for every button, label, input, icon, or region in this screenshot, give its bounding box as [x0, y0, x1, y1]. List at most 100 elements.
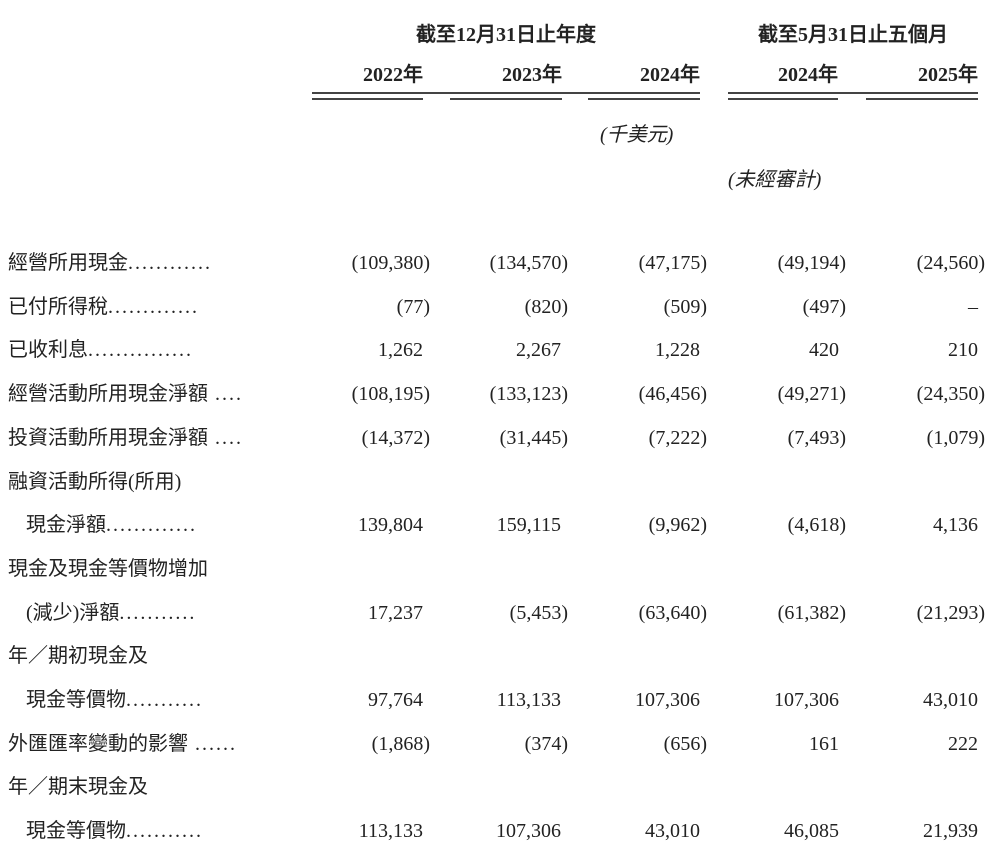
table-row: 已付所得稅............. (77) (820) (509) (497) – — [0, 292, 1000, 322]
cell-value: (63,640) — [638, 601, 707, 624]
cell-value: (31,445) — [499, 426, 568, 449]
row-label-text: 已付所得稅 — [8, 295, 108, 318]
cell-value: (134,570) — [489, 252, 568, 274]
leader-dots: ............. — [106, 514, 197, 537]
cell-value: (21,293) — [916, 601, 985, 624]
row-label-text: 已收利息 — [8, 339, 88, 362]
row-label-text: 現金淨額 — [26, 514, 106, 537]
leader-dots: ............ — [128, 252, 212, 274]
row-label: 已付所得稅............. — [8, 292, 199, 322]
leader-dots: ............... — [88, 339, 193, 362]
cell-value: 113,133 — [358, 820, 423, 843]
table-row: 經營活動所用現金淨額 .... (108,195) (133,123) (46,456… — [0, 379, 1000, 409]
cell-value: 97,764 — [368, 689, 423, 711]
unit-note: (千美元) — [600, 124, 674, 146]
cell-value: (109,380) — [351, 252, 430, 274]
table-row: 現金等價物........... 97,764 113,133 107,306 107,… — [0, 685, 1000, 715]
row-label-text: 現金及現金等價物增加 — [8, 557, 208, 580]
year-header: 2022年 — [363, 64, 423, 86]
row-label: 經營所用現金............ — [8, 248, 212, 278]
table-row: 經營所用現金............ (109,380) (134,570) (47,… — [0, 248, 1000, 278]
cell-value: (47,175) — [638, 252, 707, 274]
leader-dots: ........... — [119, 601, 197, 624]
cell-value: 107,306 — [496, 820, 561, 843]
cell-value: (656) — [663, 732, 707, 755]
header-group-five-months: 截至5月31日止五個月 — [758, 24, 948, 46]
cell-value: 107,306 — [635, 689, 700, 711]
cell-value: (49,271) — [777, 383, 846, 406]
cell-value: (4,618) — [787, 514, 846, 537]
cell-value: (108,195) — [351, 383, 430, 406]
leader-dots: ........... — [126, 820, 203, 843]
cell-value: (497) — [802, 295, 846, 318]
year-header-rule — [728, 98, 838, 100]
year-header-rule — [450, 98, 562, 100]
cell-value: 17,237 — [368, 601, 423, 624]
cell-value: (61,382) — [777, 601, 846, 624]
cell-value: 159,115 — [496, 514, 561, 537]
cell-value: (77) — [396, 295, 430, 318]
row-label: 外匯匯率變動的影響 ...... — [8, 729, 237, 759]
cell-value: 21,939 — [923, 820, 978, 843]
cell-value: 113,133 — [496, 689, 561, 711]
row-label-text: 現金等價物 — [26, 820, 126, 843]
cell-value: 2,267 — [516, 339, 561, 362]
cell-value: (24,560) — [916, 252, 985, 274]
cell-value: 4,136 — [933, 514, 978, 537]
cell-value: (820) — [524, 295, 568, 318]
cell-value: (24,350) — [916, 383, 985, 406]
cell-value: (133,123) — [489, 383, 568, 406]
year-header-rule — [312, 98, 423, 100]
row-label-text: 投資活動所用現金淨額 — [8, 426, 208, 449]
row-label-text: (減少)淨額 — [26, 601, 120, 624]
unaudited-note: (未經審計) — [728, 169, 822, 191]
leader-dots: ........... — [126, 689, 203, 711]
cell-value: (509) — [663, 295, 707, 318]
cell-value: (14,372) — [361, 426, 430, 449]
row-label: 年／期初現金及 — [8, 641, 148, 671]
cell-value: 161 — [809, 732, 839, 755]
year-header-rule — [866, 98, 978, 100]
cell-value: (7,493) — [787, 426, 846, 449]
cell-value: 420 — [809, 339, 839, 362]
cell-value: (7,222) — [648, 426, 707, 449]
row-label: 已收利息............... — [8, 335, 193, 365]
row-label: 現金等價物........... — [26, 685, 203, 715]
header-group-fiscal-year: 截至12月31日止年度 — [416, 24, 596, 46]
row-label: 投資活動所用現金淨額 .... — [8, 423, 243, 453]
table-row: 現金等價物........... 113,133 107,306 43,010 46,0… — [0, 816, 1000, 846]
cell-value: 139,804 — [358, 514, 423, 537]
cell-value: (5,453) — [509, 601, 568, 624]
cell-value: (374) — [524, 732, 568, 755]
leader-dots: ...... — [188, 732, 237, 755]
leader-dots: ............. — [108, 295, 199, 318]
cell-value: (9,962) — [648, 514, 707, 537]
leader-dots: .... — [208, 426, 243, 449]
table-row: 已收利息............... 1,262 2,267 1,228 420 210 — [0, 335, 1000, 365]
header-rule-fiscal-year — [312, 92, 700, 94]
cell-value: 43,010 — [645, 820, 700, 843]
cell-value: 46,085 — [784, 820, 839, 843]
leader-dots: .... — [208, 383, 243, 406]
year-header: 2024年 — [778, 64, 838, 86]
year-header: 2024年 — [640, 64, 700, 86]
cell-value: (49,194) — [777, 252, 846, 274]
row-label-text: 外匯匯率變動的影響 — [8, 732, 188, 755]
cell-value: 1,262 — [378, 339, 423, 362]
cell-value: 43,010 — [923, 689, 978, 711]
row-label: 融資活動所得(所用) — [8, 467, 181, 497]
row-label-text: 經營活動所用現金淨額 — [8, 383, 208, 406]
cell-value: 1,228 — [655, 339, 700, 362]
row-label: 現金等價物........... — [26, 816, 203, 846]
row-label-text: 年／期初現金及 — [8, 645, 148, 668]
row-label-text: 經營所用現金 — [8, 252, 128, 274]
cell-value: 210 — [948, 339, 978, 362]
table-row: 現金及現金等價物增加 — [0, 554, 1000, 584]
table-row: 年／期初現金及 — [0, 641, 1000, 671]
table-row: 投資活動所用現金淨額 .... (14,372) (31,445) (7,222) (7… — [0, 423, 1000, 453]
year-header: 2025年 — [918, 64, 978, 86]
row-label: 經營活動所用現金淨額 .... — [8, 379, 243, 409]
cell-value: (1,868) — [371, 732, 430, 755]
row-label: (減少)淨額........... — [26, 598, 196, 628]
table-row: 融資活動所得(所用) — [0, 467, 1000, 497]
